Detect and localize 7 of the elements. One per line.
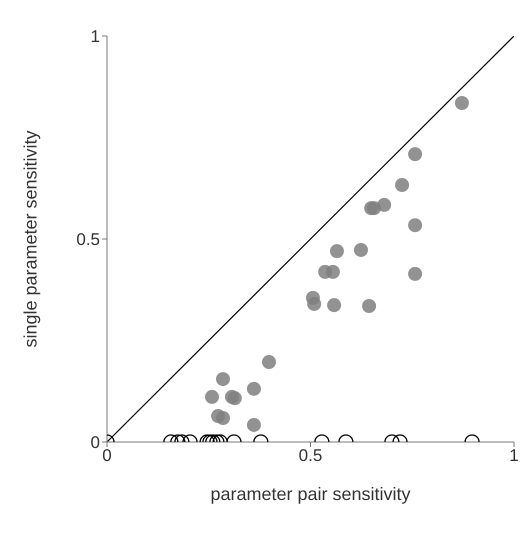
y-tick-label: 1: [90, 27, 100, 46]
x-tick-label: 0.5: [298, 446, 322, 466]
x-tick-label: 1: [509, 446, 519, 466]
x-axis-title: parameter pair sensitivity: [210, 484, 411, 504]
y-axis-title: single parameter sensitivity: [20, 130, 40, 348]
y-tick-label: 0: [90, 433, 100, 452]
y-tick-label: 0.5: [76, 230, 100, 250]
